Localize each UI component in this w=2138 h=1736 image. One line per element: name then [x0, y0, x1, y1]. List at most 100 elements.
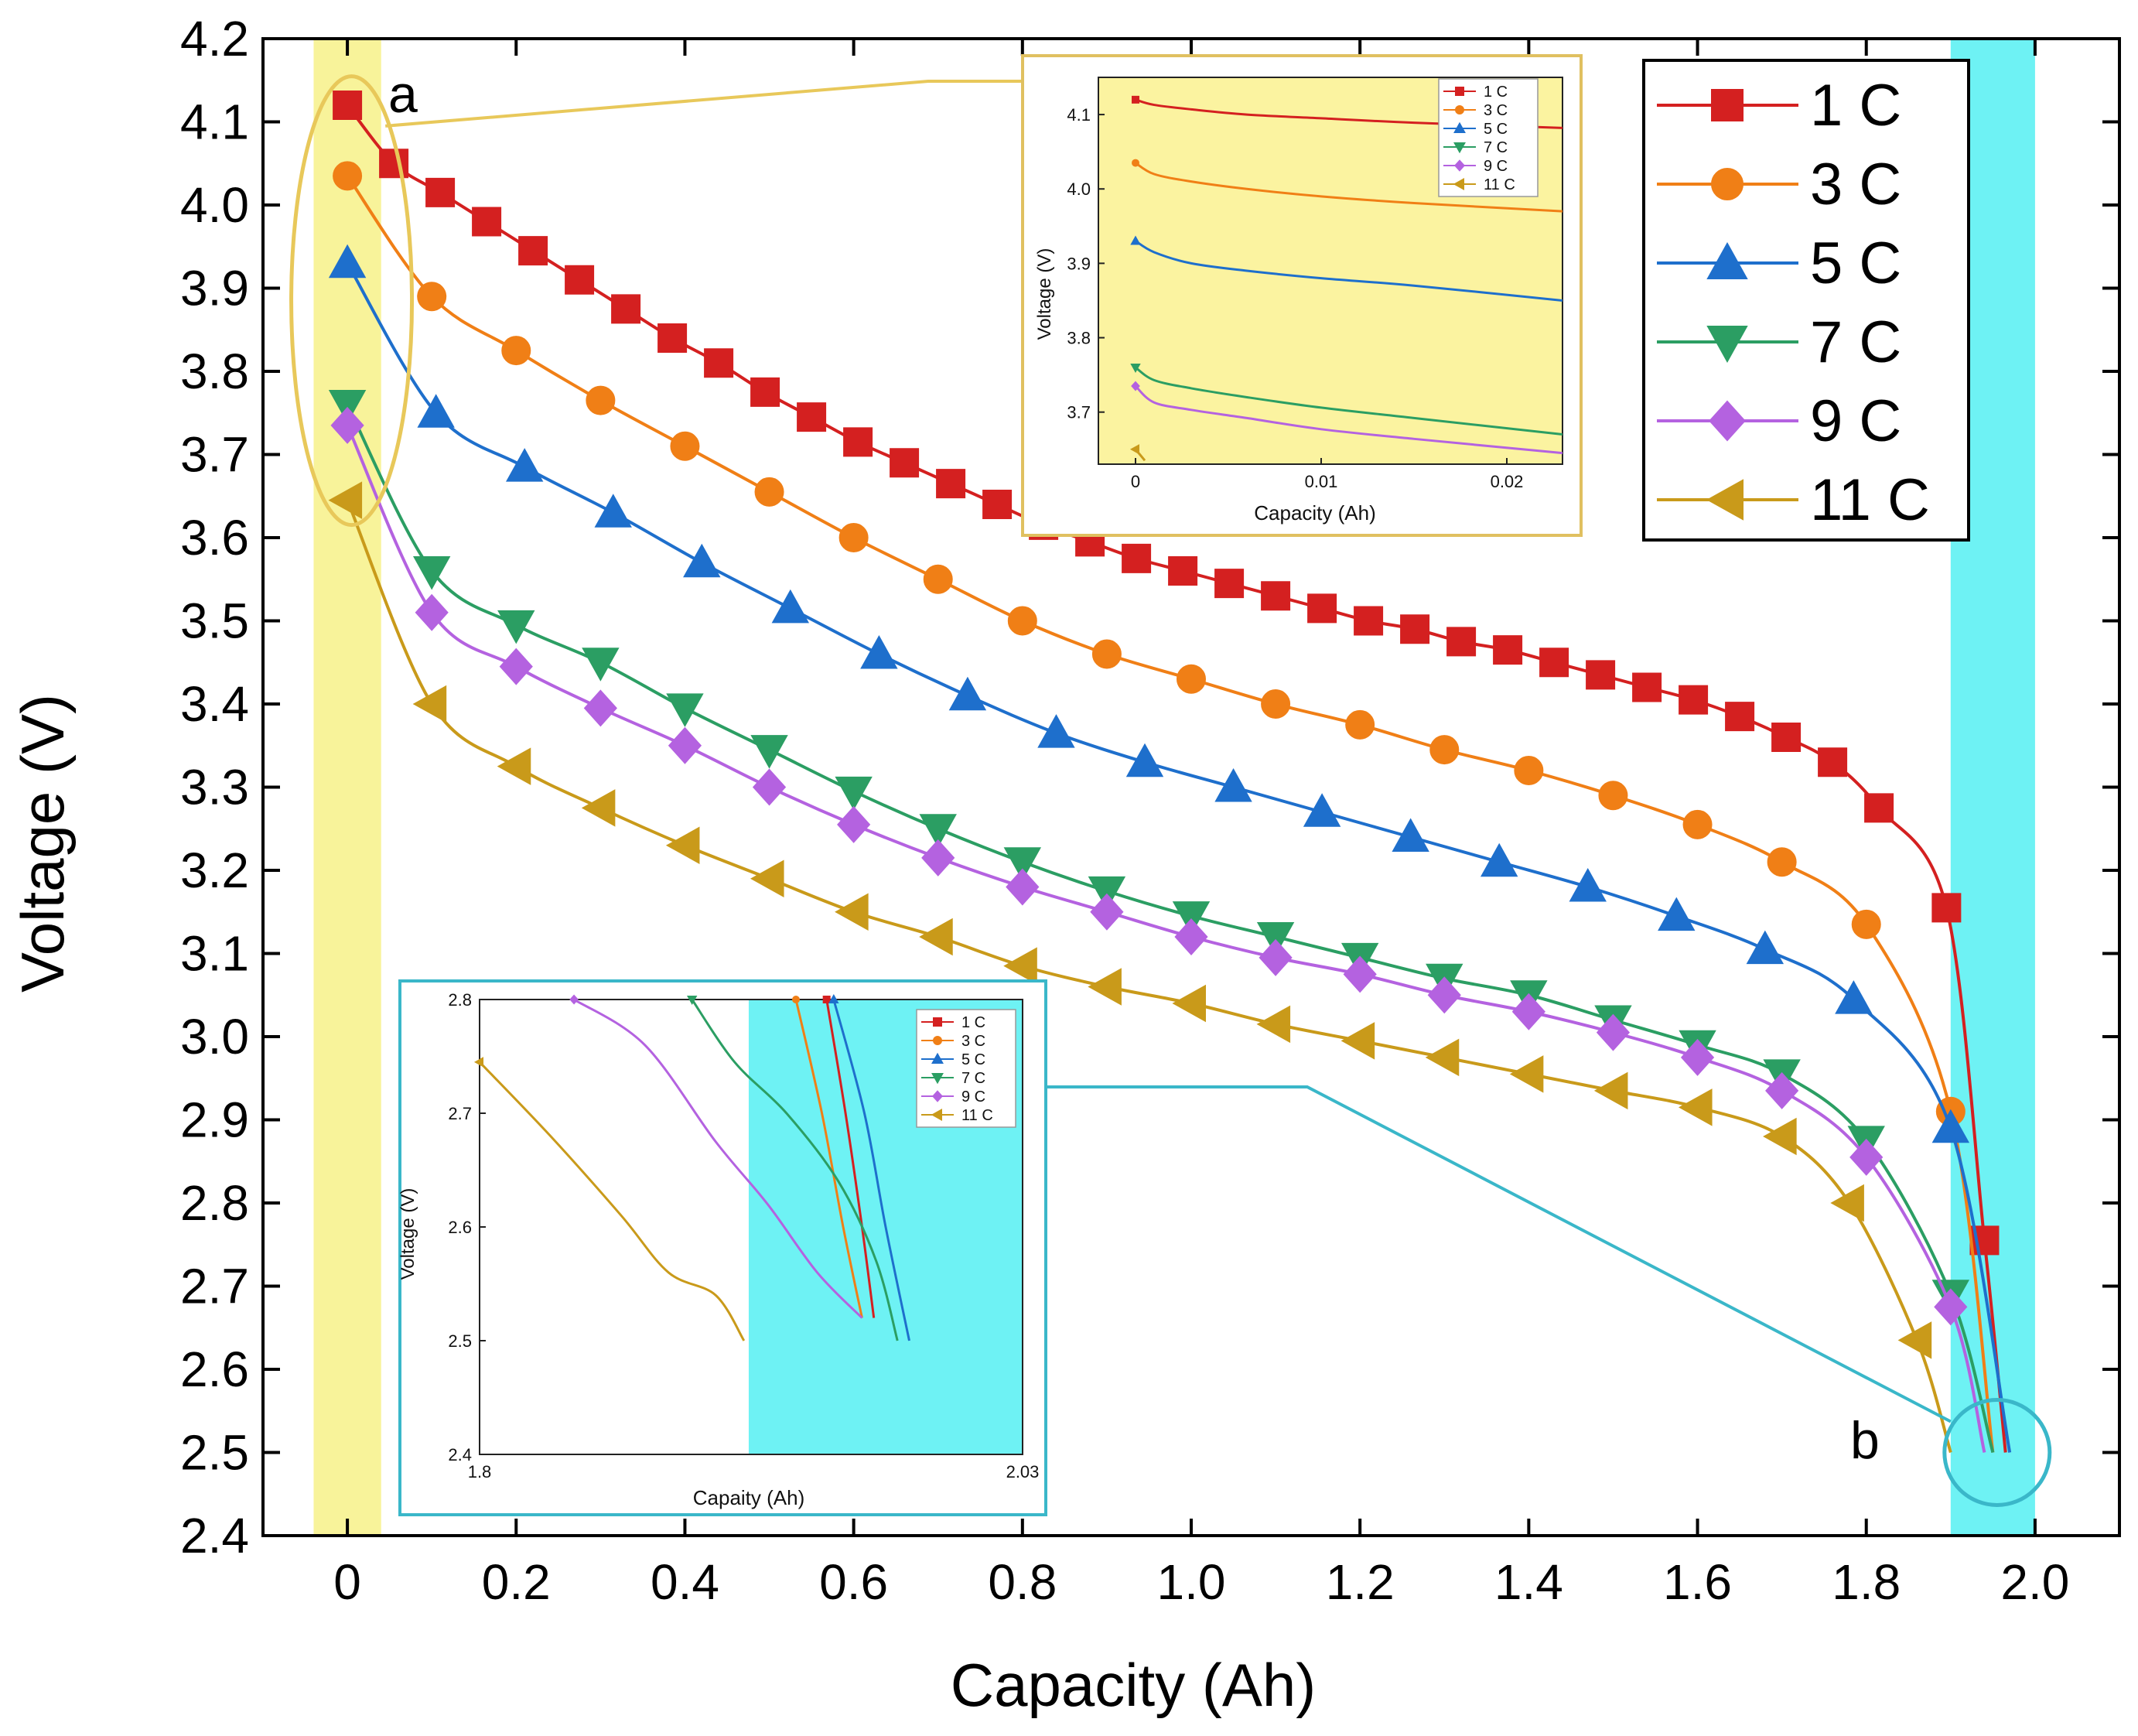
data-point — [1598, 781, 1628, 811]
connector-b — [1046, 1085, 1952, 1423]
legend-marker — [1706, 241, 1748, 279]
data-point — [1493, 635, 1523, 665]
inset-legend-label: 7 C — [1484, 139, 1508, 156]
series-3c — [333, 161, 1995, 1453]
data-point — [582, 648, 620, 682]
data-point — [1003, 847, 1042, 881]
inset-series-line — [1135, 366, 1563, 436]
data-point — [501, 336, 531, 366]
data-point — [843, 427, 873, 457]
inset-y-tick-label: 3.7 — [1067, 403, 1091, 422]
data-point — [1514, 756, 1544, 785]
inset-data-point — [822, 996, 831, 1003]
data-point — [1125, 743, 1164, 777]
data-point — [417, 394, 455, 428]
data-point — [1682, 809, 1713, 839]
inset-series-line — [1135, 162, 1563, 213]
data-point — [1256, 1005, 1291, 1044]
data-point — [1851, 909, 1881, 939]
y-tick-label: 3.0 — [180, 1009, 249, 1064]
inset-data-point — [1130, 364, 1141, 374]
data-point — [1122, 543, 1152, 573]
inset-series-line — [825, 1000, 876, 1318]
highlight-ellipse-a — [289, 74, 415, 528]
data-point — [1849, 1138, 1884, 1176]
inset-legend-marker — [1453, 142, 1466, 154]
inset-data-point — [828, 993, 839, 1003]
data-point — [1214, 569, 1245, 599]
y-tick-label: 2.8 — [180, 1175, 249, 1231]
inset-data-point — [1132, 159, 1139, 167]
data-point — [1259, 938, 1293, 976]
inset-legend-label: 7 C — [961, 1070, 985, 1087]
inset-y-tick-label: 3.8 — [1067, 329, 1091, 348]
data-point — [1632, 672, 1662, 702]
data-point — [1354, 606, 1384, 636]
data-point — [1088, 968, 1122, 1006]
data-point — [518, 236, 548, 266]
legend-marker — [1711, 168, 1744, 200]
data-point — [838, 523, 869, 552]
legend-marker — [1706, 326, 1748, 364]
x-tick-label: 1.6 — [1663, 1554, 1732, 1610]
data-point — [1007, 606, 1037, 636]
data-point — [1931, 893, 1962, 923]
inset-y-tick-label: 2.8 — [448, 990, 472, 1010]
legend — [1642, 59, 1970, 542]
data-point — [1343, 955, 1377, 993]
data-point — [412, 685, 447, 723]
data-point — [581, 789, 616, 827]
data-point — [1214, 767, 1252, 802]
inset-legend-label: 5 C — [961, 1051, 985, 1068]
data-point — [1835, 980, 1873, 1014]
annotation-label-a: a — [388, 65, 418, 124]
data-point — [1725, 702, 1755, 732]
data-point — [750, 377, 780, 407]
inset-data-point — [1131, 381, 1140, 391]
series-7c — [328, 390, 1995, 1454]
series-line-3c — [346, 175, 1995, 1453]
data-point — [837, 805, 871, 843]
data-point — [1539, 648, 1569, 678]
connector-a — [385, 80, 1023, 128]
data-point — [936, 469, 966, 499]
inset-legend-marker — [1455, 105, 1464, 114]
inset-x-tick-label: 0 — [1131, 472, 1140, 491]
data-point — [586, 385, 616, 415]
data-point — [1172, 984, 1206, 1023]
y-tick-label: 3.8 — [180, 343, 249, 399]
data-point — [1256, 922, 1295, 956]
inset-series-line — [1135, 240, 1563, 302]
inset-legend-marker — [1453, 178, 1464, 190]
highlight-circle-b — [1942, 1398, 2052, 1507]
inset-series-line — [1134, 384, 1563, 455]
inset-series-line — [480, 1061, 746, 1341]
inset-a-x-axis-title: Capacity (Ah) — [1254, 501, 1376, 525]
data-point — [1771, 723, 1802, 752]
x-tick-label: 0.2 — [482, 1554, 551, 1610]
data-point — [417, 282, 447, 312]
inset-series-line — [691, 1000, 899, 1341]
legend-marker — [1711, 89, 1744, 121]
y-tick-label: 2.4 — [180, 1508, 249, 1563]
y-tick-label: 3.9 — [180, 261, 249, 316]
highlight-shapes — [289, 74, 2052, 1507]
data-point — [919, 918, 953, 956]
x-tick-label: 0.4 — [651, 1554, 719, 1610]
series-11c — [328, 481, 1952, 1454]
data-point — [412, 556, 451, 590]
data-point — [1037, 714, 1075, 748]
data-point — [330, 406, 364, 444]
inset-y-tick-label: 2.7 — [448, 1104, 472, 1123]
inset-data-point — [1132, 95, 1139, 104]
y-tick-label: 2.6 — [180, 1341, 249, 1397]
data-point — [1427, 976, 1461, 1014]
data-point — [328, 481, 363, 519]
data-point — [1261, 689, 1291, 719]
inset-legend-label: 11 C — [961, 1107, 993, 1124]
data-point — [1765, 1071, 1799, 1109]
data-point — [668, 726, 702, 764]
data-point — [919, 814, 957, 848]
data-point — [1596, 1013, 1631, 1051]
legend-label-1c: 1 C — [1810, 73, 1901, 138]
